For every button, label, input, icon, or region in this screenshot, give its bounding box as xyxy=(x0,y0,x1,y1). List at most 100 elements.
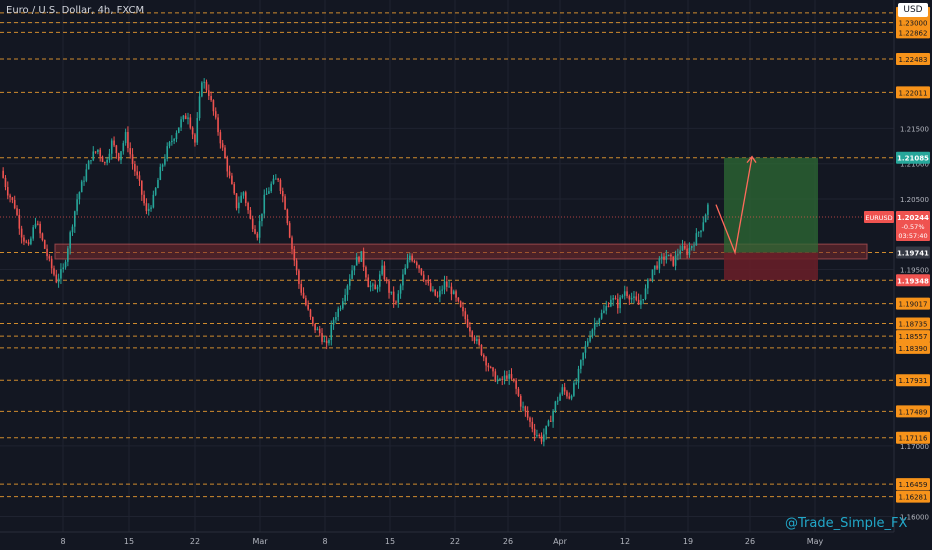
projection-arrowhead xyxy=(746,155,757,164)
candle-body xyxy=(369,285,372,288)
candle-body xyxy=(314,323,316,331)
candle-body xyxy=(212,100,215,112)
candle-body xyxy=(667,254,670,257)
candle-body xyxy=(242,192,245,196)
candle-body xyxy=(443,281,446,290)
candle-body xyxy=(540,435,543,442)
projection-path xyxy=(715,156,753,255)
candle-body xyxy=(23,237,25,242)
level-label: 1.17116 xyxy=(899,435,928,443)
candle-body xyxy=(41,233,44,241)
candle-body xyxy=(43,240,46,249)
y-tick-label: 1.16000 xyxy=(900,513,929,521)
candle-body xyxy=(30,238,32,245)
candle-body xyxy=(672,256,675,266)
candle-body xyxy=(302,292,305,299)
candle-body xyxy=(323,340,326,342)
candle-body xyxy=(415,262,418,266)
candle-body xyxy=(679,250,681,255)
candle-body xyxy=(288,223,291,238)
candle-body xyxy=(2,170,4,178)
candle-body xyxy=(600,312,603,319)
time-axis[interactable]: 8 15 22 Mar 8 15 22 26 Apr 12 19 26 May xyxy=(60,537,823,546)
candle-body xyxy=(649,279,651,281)
candle-body xyxy=(457,297,460,302)
candle-body xyxy=(360,251,363,262)
candle-body xyxy=(214,111,217,118)
candle-body xyxy=(455,291,457,298)
candle-body xyxy=(330,324,333,341)
candle-body xyxy=(48,256,51,259)
candle-body xyxy=(700,230,702,233)
level-label-bg xyxy=(896,478,930,491)
candle-body xyxy=(656,265,658,269)
y-tick-label: 1.21500 xyxy=(900,125,929,133)
candle-body xyxy=(231,175,233,185)
candle-body xyxy=(372,284,374,286)
candle-body xyxy=(563,387,566,392)
candle-body xyxy=(166,146,169,159)
candle-body xyxy=(358,256,360,262)
level-label: 1.16459 xyxy=(899,481,928,489)
candle-body xyxy=(46,248,48,257)
candle-body xyxy=(32,227,35,239)
candle-body xyxy=(422,274,425,281)
level-label: 1.18390 xyxy=(899,345,928,353)
target-zone xyxy=(724,157,818,253)
level-label: 1.18735 xyxy=(899,321,928,329)
candle-body xyxy=(545,425,547,435)
candle-body xyxy=(168,142,171,147)
candle-body xyxy=(593,323,596,330)
candle-body xyxy=(328,340,330,344)
candle-body xyxy=(205,81,208,91)
candle-body xyxy=(515,380,517,389)
candle-body xyxy=(161,164,164,167)
candle-body xyxy=(159,166,162,180)
stop-zone xyxy=(724,252,818,281)
candle-body xyxy=(589,336,591,342)
candle-body xyxy=(385,279,388,282)
candle-body xyxy=(434,289,437,296)
price-change: -0.57% xyxy=(902,223,925,231)
candle-body xyxy=(129,148,132,155)
candle-body xyxy=(311,316,314,324)
candle-body xyxy=(189,117,192,128)
candle-body xyxy=(665,256,668,260)
candle-body xyxy=(173,138,175,141)
candle-body xyxy=(353,265,356,271)
horizontal-levels xyxy=(0,12,894,498)
candle-body xyxy=(482,355,485,358)
x-tick-label: 26 xyxy=(745,537,755,546)
candle-body xyxy=(409,255,411,261)
candle-body xyxy=(226,158,229,172)
projection-arrow xyxy=(715,155,757,255)
candle-body xyxy=(605,306,608,311)
candle-body xyxy=(134,164,136,172)
y-tick-label: 1.21000 xyxy=(900,161,929,169)
candle-body xyxy=(295,260,298,271)
candle-body xyxy=(346,285,349,295)
candle-body xyxy=(233,184,236,194)
currency-badge[interactable]: USD xyxy=(898,3,928,17)
candle-body xyxy=(556,400,559,402)
candle-body xyxy=(180,119,182,128)
level-label-bg xyxy=(896,405,930,418)
level-label: 1.19741 xyxy=(897,250,929,258)
candle-body xyxy=(436,295,439,297)
candle-body xyxy=(533,428,536,436)
candle-body xyxy=(378,274,381,287)
level-label: 1.17931 xyxy=(899,377,928,385)
candle-body xyxy=(566,391,568,397)
candle-body xyxy=(526,411,529,418)
candle-body xyxy=(489,367,492,369)
candle-body xyxy=(157,179,159,189)
candle-body xyxy=(37,223,39,225)
candle-body xyxy=(429,283,432,291)
candle-body xyxy=(256,233,259,238)
candle-body xyxy=(270,183,273,192)
candle-body xyxy=(616,299,619,309)
candle-body xyxy=(97,149,99,152)
candle-body xyxy=(674,255,677,266)
x-tick-label: 26 xyxy=(503,537,513,546)
